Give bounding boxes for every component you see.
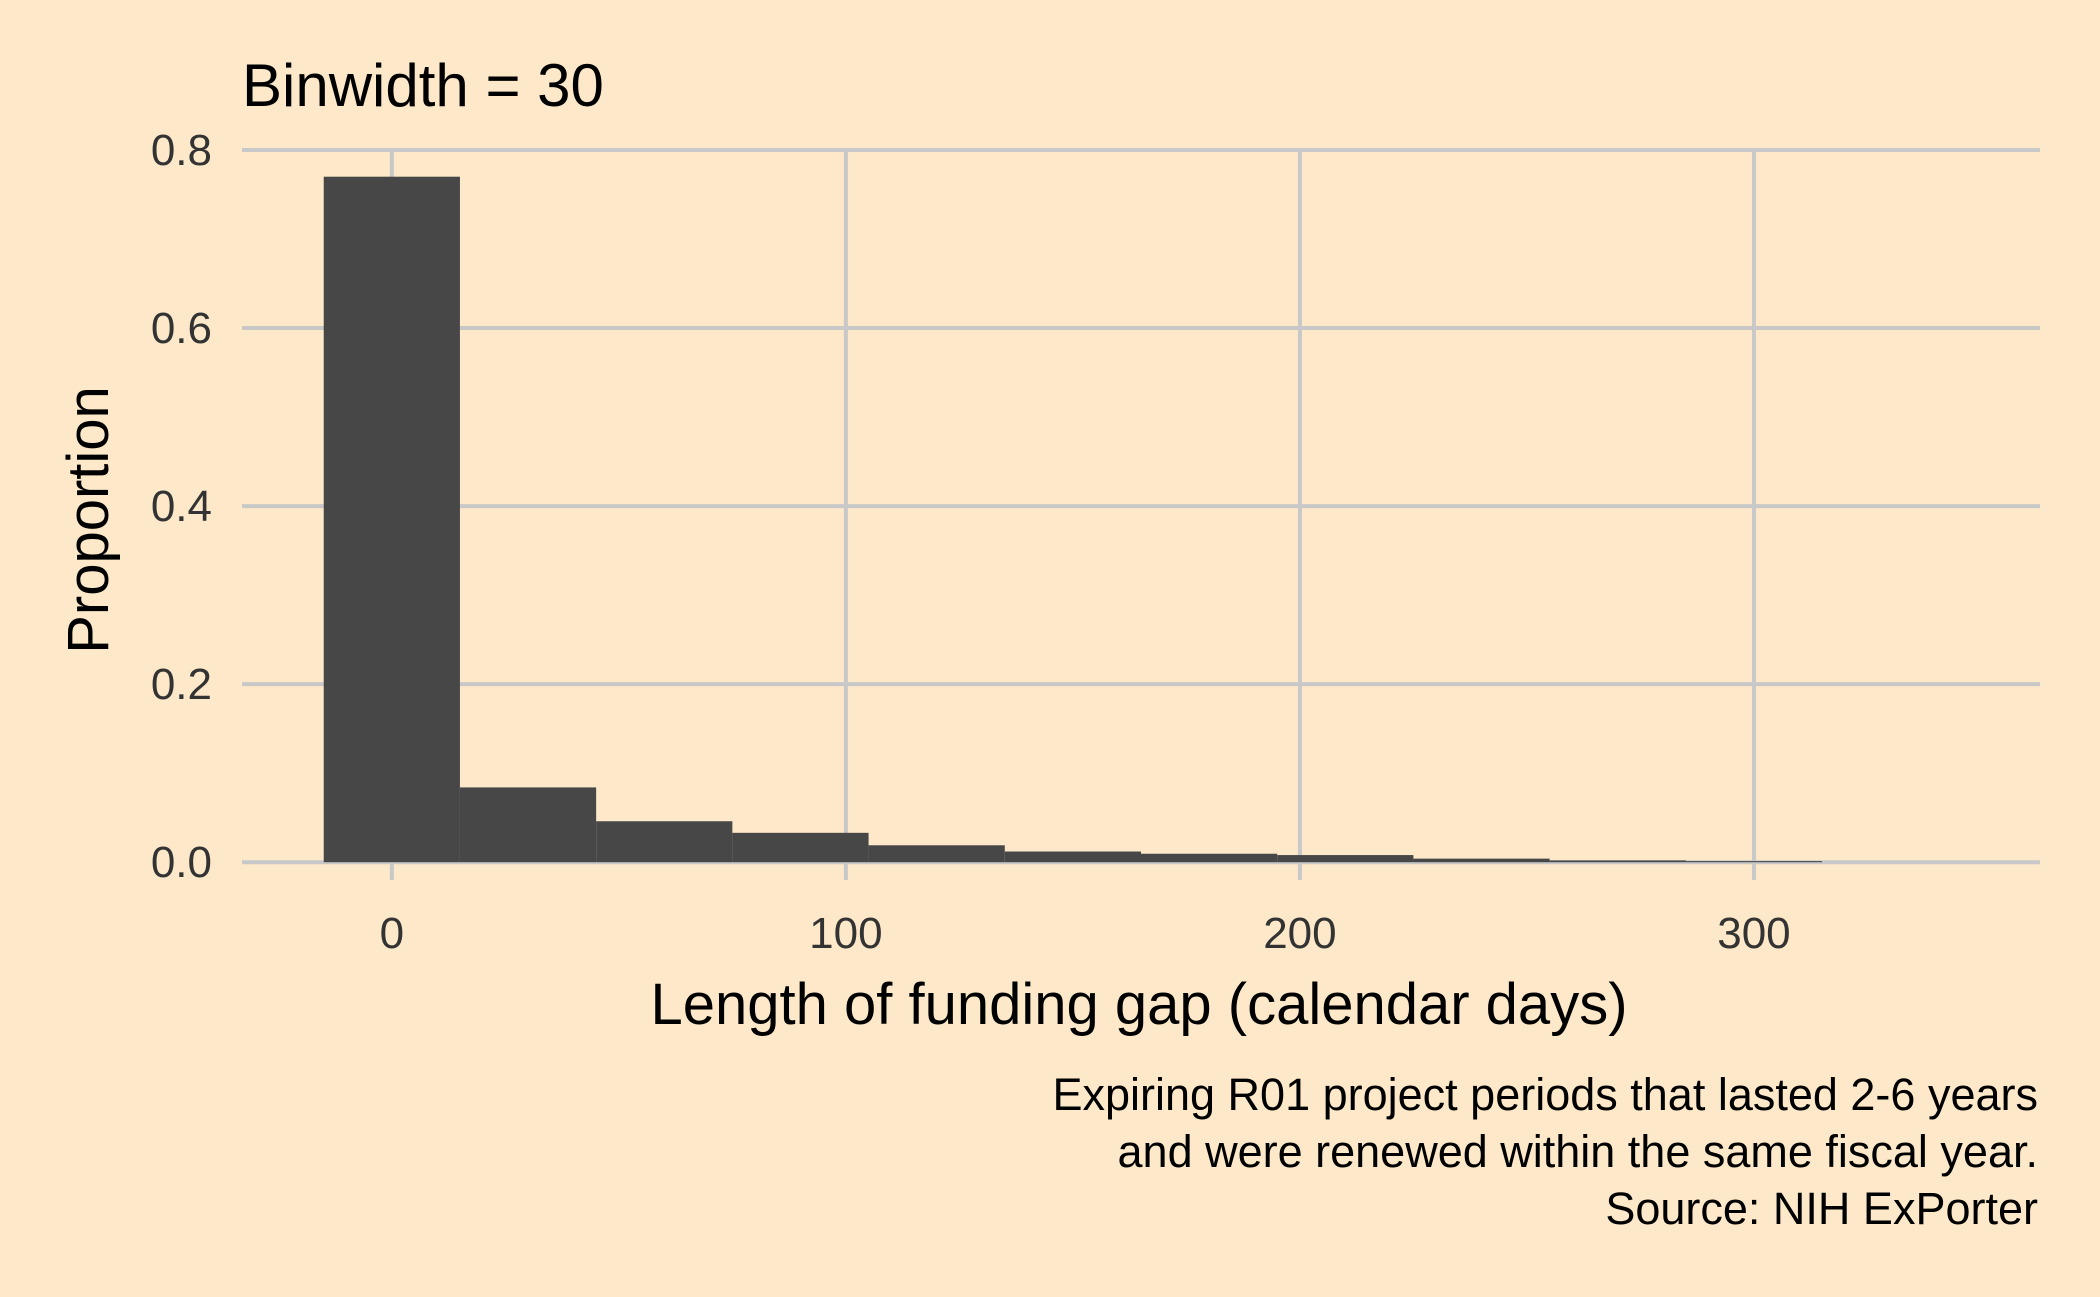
bar-0 [323,176,460,863]
gridlines [242,148,2040,880]
x-axis-label: Length of funding gap (calendar days) [650,972,1627,1037]
x-tick-label-1: 100 [809,909,882,958]
bar-10 [1685,861,1823,863]
bar-9 [1549,860,1686,863]
bar-1 [459,787,597,863]
caption-line-1: Expiring R01 project periods that lasted… [1052,1069,2038,1120]
caption-line-3: Source: NIH ExPorter [1605,1183,2038,1234]
y-tick-label-4: 0.8 [151,126,212,175]
x-axis-tick-labels: 0 100 200 300 [380,909,1791,958]
y-axis-label: Proportion [56,386,121,654]
bar-5 [1004,851,1141,863]
bar-7 [1277,855,1414,863]
caption-line-2: and were renewed within the same fiscal … [1118,1126,2038,1177]
y-tick-label-0: 0.0 [151,838,212,887]
bar-8 [1413,858,1550,863]
y-tick-label-2: 0.4 [151,482,212,531]
y-tick-label-3: 0.6 [151,304,212,353]
x-tick-label-3: 300 [1717,909,1790,958]
x-tick-label-2: 200 [1263,909,1336,958]
y-axis-tick-labels: 0.0 0.2 0.4 0.6 0.8 [151,126,212,887]
bar-2 [596,821,733,863]
bar-4 [868,845,1005,863]
histogram-bars [323,176,1823,863]
bar-3 [732,832,869,863]
chart-title: Binwidth = 30 [242,52,604,119]
x-tick-label-0: 0 [380,909,404,958]
bar-6 [1141,853,1278,863]
y-tick-label-1: 0.2 [151,660,212,709]
